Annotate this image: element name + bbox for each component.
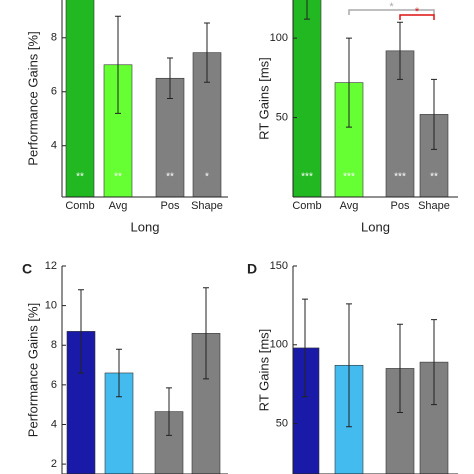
y-tick-label: 10 (45, 300, 57, 312)
x-tick-label: Avg (109, 200, 128, 212)
plot (66, 287, 221, 474)
bar-label: *** (301, 172, 313, 183)
significance-label: * (389, 1, 394, 13)
y-tick-label: 8 (51, 32, 57, 44)
x-tick-label: Comb (65, 200, 94, 212)
y-tick-label: 2 (51, 458, 57, 470)
error-bar (204, 22, 210, 83)
y-tick-label: 6 (51, 86, 57, 98)
plot (65, 0, 222, 197)
error-bar (304, 0, 310, 20)
plot (293, 0, 449, 197)
y-tick-label: 50 (276, 111, 288, 123)
panel-letter: C (22, 261, 32, 277)
error-bar (203, 287, 209, 380)
x-tick-label: Pos (391, 200, 410, 212)
bar (293, 0, 322, 197)
bar-label: ** (430, 172, 438, 183)
error-bar (397, 323, 403, 414)
plot (293, 298, 449, 474)
error-bar (166, 387, 172, 436)
bar-label: ** (114, 172, 122, 183)
x-tick-label: Pos (161, 200, 180, 212)
x-axis-label: Long (131, 219, 160, 234)
y-tick-label: 150 (270, 260, 288, 272)
error-bar (78, 289, 84, 374)
significance-bracket (399, 14, 435, 20)
y-tick-label: 50 (276, 417, 288, 429)
error-bar (431, 78, 437, 150)
bar-label: ** (166, 172, 174, 183)
x-tick-label: Avg (340, 200, 359, 212)
y-axis-label: RT Gains [ms] (256, 57, 271, 140)
bar (65, 0, 95, 197)
y-tick-label: 4 (51, 418, 57, 430)
x-axis-label: Long (361, 219, 390, 234)
y-tick-label: 4 (51, 140, 57, 152)
significance-bracket (348, 9, 435, 15)
error-bar (302, 298, 308, 398)
x-tick-label: Shape (418, 200, 450, 212)
error-bar (115, 15, 121, 114)
y-tick-label: 6 (51, 379, 57, 391)
error-bar (167, 57, 173, 99)
error-bar (397, 21, 403, 80)
bar-label: ** (76, 172, 84, 183)
bar-label: * (205, 172, 209, 183)
error-bar (346, 37, 352, 128)
y-tick-label: 100 (270, 32, 288, 44)
y-axis-label: RT Gains [ms] (256, 329, 271, 412)
x-tick-label: Shape (191, 200, 223, 212)
y-axis-label: Performance Gains [%] (25, 303, 40, 437)
panel-letter: D (247, 261, 257, 277)
y-tick-label: 100 (270, 339, 288, 351)
error-bar (431, 319, 437, 406)
y-tick-label: 12 (45, 260, 57, 272)
error-bar (116, 348, 122, 398)
bar-label: *** (343, 172, 355, 183)
error-bar (346, 303, 352, 428)
x-tick-label: Comb (292, 200, 321, 212)
significance-label: * (415, 6, 420, 18)
y-tick-label: 8 (51, 339, 57, 351)
bar-label: *** (394, 172, 406, 183)
y-axis-label: Performance Gains [%] (25, 31, 40, 165)
